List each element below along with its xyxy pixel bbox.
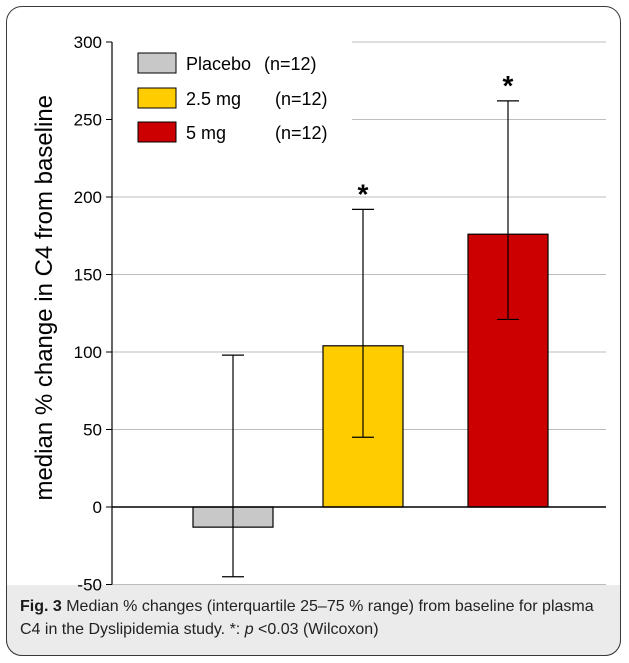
legend-n-1: (n=12) [275,89,328,109]
figure-label: Fig. 3 [20,598,62,615]
legend-swatch-0 [137,52,177,74]
p-symbol: p [244,621,254,638]
legend-n-0: (n=12) [264,54,317,74]
legend-swatch-2 [137,121,177,143]
ytick-label-4: 100 [74,343,102,362]
legend-label-2: 5 mg [186,123,226,143]
significance-marker-2: * [503,70,514,101]
ytick-label-6: 0 [93,498,102,517]
y-axis-label: median % change in C4 from baseline [31,95,58,501]
ytick-label-2: 200 [74,188,102,207]
legend-n-2: (n=12) [275,123,328,143]
legend-label-0: Placebo [186,54,251,74]
figure-caption: Fig. 3 Median % changes (interquartile 2… [20,595,612,641]
caption-text-2: <0.03 (Wilcoxon) [253,621,379,638]
ytick-label-3: 150 [74,266,102,285]
caption-box [6,585,621,656]
significance-marker-1: * [358,178,369,209]
legend-swatch-1 [137,87,177,109]
ytick-label-5: 50 [83,421,102,440]
legend-label-1: 2.5 mg [186,89,241,109]
ytick-label-1: 250 [74,111,102,130]
caption-text-1: Median % changes (interquartile 25–75 % … [20,598,594,638]
ytick-label-0: 300 [74,33,102,52]
ytick-label-7: -50 [77,576,102,595]
